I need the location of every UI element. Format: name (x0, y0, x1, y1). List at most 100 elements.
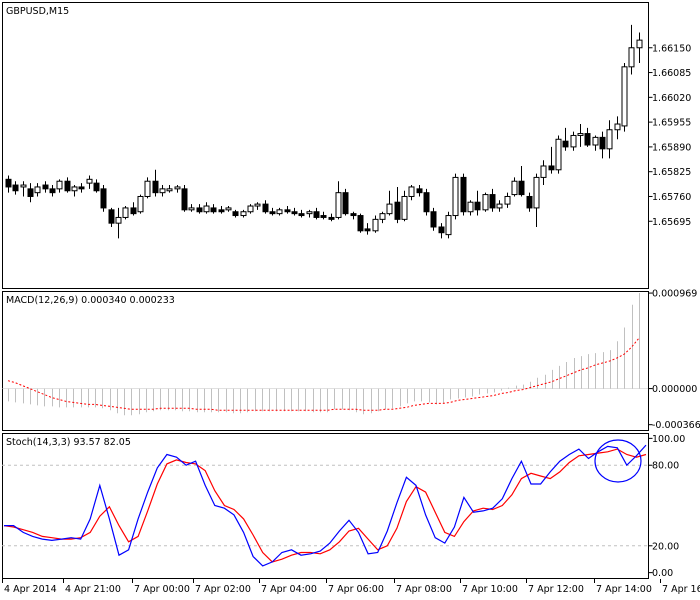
macd-signal-line (7, 337, 640, 411)
x-tick-label: 4 Apr 21:00 (65, 584, 121, 595)
candle-body (78, 186, 85, 190)
candle-body (555, 138, 562, 171)
stoch-pane: Stoch(14,3,3) 93.57 82.05 100.00 80.00 20.0… (2, 433, 685, 579)
candle-body (570, 134, 577, 148)
candle-body (357, 215, 364, 232)
candle-body (328, 216, 335, 220)
candle-body (452, 176, 459, 217)
candle-body (335, 192, 342, 218)
candle-body (518, 180, 525, 196)
candle-body (20, 184, 27, 188)
y-tick-label: 1.65825 (652, 167, 691, 178)
candle-body (122, 207, 129, 218)
candle-body (56, 180, 63, 190)
pane-title: GBPUSD,M15 (6, 6, 69, 17)
candle-body (467, 201, 474, 213)
y-tick-label: 1.66150 (652, 43, 691, 54)
y-tick-label: 0.000969 (652, 289, 697, 300)
candle-body (12, 184, 19, 192)
candle-body (225, 207, 232, 211)
candle-body (584, 133, 591, 146)
candle-body (42, 184, 49, 190)
candle-body (438, 226, 445, 234)
candle-body (379, 213, 386, 220)
candle-body (599, 136, 606, 150)
candle-body (482, 194, 489, 211)
candle-body (174, 186, 181, 190)
y-tick-label: 1.66085 (652, 68, 691, 79)
candle-body (210, 207, 217, 213)
candle-body (159, 188, 166, 194)
candle-body (621, 66, 628, 127)
candle-body (548, 165, 555, 171)
candle-body (526, 195, 533, 209)
candle-body (394, 201, 401, 220)
x-tick-label: 7 Apr 02:00 (195, 584, 251, 595)
candle-body (262, 203, 269, 213)
candle-body (298, 213, 305, 217)
stoch-main-line (4, 444, 647, 567)
pane-frame (2, 433, 649, 579)
candle-body (130, 207, 137, 215)
candle-body (504, 195, 511, 205)
candle-body (386, 203, 393, 215)
x-tick-label: 7 Apr 04:00 (261, 584, 317, 595)
x-tick-label: 7 Apr 06:00 (328, 584, 384, 595)
y-tick-label: 0.00 (652, 568, 673, 579)
candle-body (291, 211, 298, 215)
candle-body (137, 195, 144, 213)
candle-body (152, 180, 159, 194)
y-tick-label: 1.65760 (652, 192, 691, 203)
candle-body (203, 205, 210, 213)
candle-body (350, 213, 357, 217)
candle-body (562, 140, 569, 148)
candle-body (489, 194, 496, 209)
candle-body (430, 211, 437, 228)
y-tick-label: 1.65890 (652, 142, 691, 153)
candle-body (372, 218, 379, 232)
candle-body (460, 176, 467, 213)
candle-body (196, 207, 203, 213)
candle-body (93, 182, 100, 192)
candle-body (218, 209, 225, 213)
annotation-circle (594, 439, 642, 483)
y-tick-label: 20.00 (652, 541, 679, 552)
candle-body (188, 207, 195, 211)
x-tick-label: 7 Apr 08:00 (396, 584, 452, 595)
x-tick-label: 7 Apr 14:00 (596, 584, 652, 595)
candle-body (34, 186, 41, 194)
price-pane: GBPUSD,M15 1.66150 1.66085 1.66020 1.65955 1.… (2, 2, 691, 289)
y-tick-label: 1.65695 (652, 217, 691, 228)
candle-body (49, 188, 56, 194)
x-tick-label: 7 Apr 00:00 (134, 584, 190, 595)
x-tick-label: 7 Apr 12:00 (528, 584, 584, 595)
y-tick-label: 0.000000 (652, 384, 697, 395)
candle-body (628, 47, 635, 68)
candle-body (166, 188, 173, 192)
candle-body (276, 209, 283, 215)
candle-body (342, 192, 349, 215)
candle-body (64, 180, 71, 192)
pane-title: MACD(12,26,9) 0.000340 0.000233 (6, 295, 175, 306)
candle-body (254, 203, 261, 207)
candle-body (540, 165, 547, 178)
candle-body (408, 186, 415, 197)
candle-body (577, 133, 584, 136)
y-tick-label: 1.65955 (652, 118, 691, 129)
candle-body (445, 215, 452, 236)
candle-body (240, 211, 247, 217)
candle-body (247, 205, 254, 213)
candle-body (606, 129, 613, 150)
candle-body (401, 195, 408, 220)
candle-body (306, 211, 313, 215)
candle-body (27, 188, 34, 197)
candle-body (313, 211, 320, 218)
candle-body (416, 188, 423, 194)
candle-body (181, 188, 188, 211)
candle-body (636, 39, 643, 49)
candle-body (5, 178, 12, 188)
candle-body (144, 180, 151, 197)
x-tick-label: 7 Apr 10:00 (462, 584, 518, 595)
time-axis: 4 Apr 2014 4 Apr 21:00 7 Apr 00:00 7 Apr 02… (2, 579, 700, 595)
